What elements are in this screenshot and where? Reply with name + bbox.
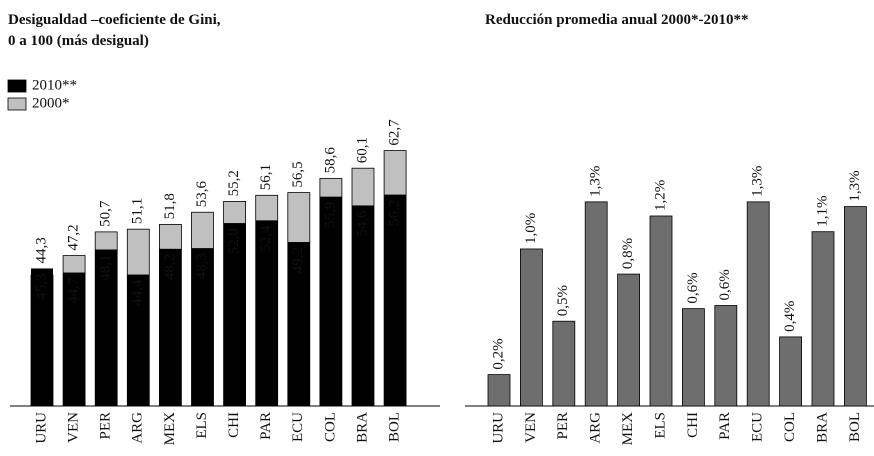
bar	[617, 273, 640, 407]
x-tick-label: ELS	[652, 412, 668, 439]
value-label: 0,5%	[555, 285, 571, 316]
x-tick-label: CHI	[226, 412, 242, 438]
value-label: 50,7	[98, 200, 114, 227]
chart-subtitle: 0 a 100 (más desigual)	[8, 33, 149, 49]
bar	[779, 336, 802, 407]
value-label: 56,1	[258, 164, 274, 190]
x-tick-label: CHI	[685, 412, 701, 438]
value-label: 0,2%	[490, 338, 506, 369]
bar	[844, 206, 867, 407]
value-label: 1,3%	[750, 166, 766, 197]
value-label: 1,3%	[847, 170, 863, 201]
bar	[714, 305, 738, 407]
value-label: 44,7	[66, 277, 82, 304]
value-label: 1,1%	[814, 195, 830, 226]
bar	[552, 320, 576, 407]
value-label: 51,1	[130, 198, 146, 224]
x-tick-label: COL	[782, 412, 798, 442]
bar	[682, 308, 705, 407]
legend-swatch	[7, 97, 27, 111]
value-label: 49,2	[290, 247, 306, 273]
bar	[487, 374, 511, 407]
value-label: 0,6%	[685, 272, 701, 303]
legend-label: 2000*	[32, 95, 70, 111]
value-label: 44,4	[130, 279, 146, 306]
value-label: 48,2	[162, 254, 178, 280]
value-label: 56,2	[387, 200, 403, 226]
value-label: 56,5	[290, 161, 306, 187]
bar	[319, 196, 342, 406]
x-tick-label: ECU	[290, 412, 306, 442]
x-tick-label: PAR	[258, 412, 274, 440]
bar	[159, 248, 182, 406]
x-tick-label: MEX	[162, 412, 178, 446]
x-tick-label: URU	[33, 412, 49, 444]
bar	[255, 220, 278, 406]
x-tick-label: ECU	[750, 412, 766, 442]
bar	[584, 201, 608, 407]
x-tick-label: ELS	[194, 412, 210, 439]
bar	[191, 248, 214, 406]
chart-title: Reducción promedia anual 2000*-2010**	[485, 12, 749, 28]
x-tick-label: ARG	[588, 412, 604, 444]
value-label: 48,3	[194, 253, 210, 279]
x-tick-label: PER	[98, 412, 114, 440]
bar	[520, 248, 543, 407]
bar	[127, 274, 150, 406]
value-label: 44,3	[33, 237, 49, 263]
x-tick-label: PER	[555, 412, 571, 440]
value-label: 60,1	[354, 137, 370, 163]
value-label: 0,6%	[717, 269, 733, 300]
x-tick-label: VEN	[523, 412, 539, 443]
value-label: 1,3%	[588, 166, 604, 197]
value-label: 52,4	[258, 225, 274, 252]
value-label: 55,9	[322, 202, 338, 228]
bar	[63, 272, 86, 406]
x-tick-label: ARG	[130, 412, 146, 444]
value-label: 0,8%	[620, 238, 636, 269]
value-label: 58,6	[322, 147, 338, 174]
x-tick-label: MEX	[620, 412, 636, 446]
x-tick-label: BRA	[354, 412, 370, 443]
value-label: 54,6	[354, 210, 370, 237]
value-label: 52,0	[226, 228, 242, 254]
x-tick-label: BOL	[387, 412, 403, 442]
chart-title: Desigualdad –coeficiente de Gini,	[8, 12, 221, 28]
x-tick-label: VEN	[66, 412, 82, 443]
value-label: 1,0%	[523, 213, 539, 244]
legend-label: 2010**	[32, 77, 77, 93]
x-tick-label: PAR	[717, 412, 733, 440]
value-label: 45,3	[33, 273, 49, 299]
bar	[31, 268, 53, 406]
bar	[95, 249, 118, 406]
bar	[384, 194, 407, 406]
bar	[811, 231, 835, 407]
x-tick-label: COL	[322, 412, 338, 442]
bar	[287, 242, 310, 406]
bar	[352, 205, 374, 406]
value-label: 51,8	[162, 193, 178, 219]
legend-swatch	[7, 79, 27, 93]
value-label: 55,2	[226, 170, 242, 196]
value-label: 48,1	[98, 254, 114, 280]
bar	[223, 223, 246, 406]
bar	[649, 215, 673, 407]
x-tick-label: BOL	[847, 412, 863, 442]
value-label: 0,4%	[782, 301, 798, 332]
value-label: 53,6	[194, 180, 210, 207]
value-label: 47,2	[66, 224, 82, 250]
value-label: 1,2%	[652, 180, 668, 211]
x-tick-label: URU	[490, 412, 506, 444]
bar	[746, 201, 770, 407]
value-label: 62,7	[387, 119, 403, 146]
x-tick-label: BRA	[814, 412, 830, 443]
